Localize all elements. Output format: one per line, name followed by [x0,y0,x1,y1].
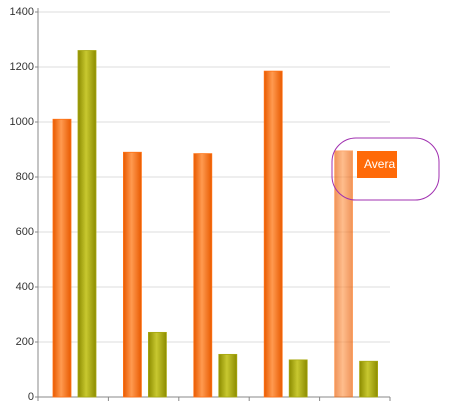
bar [147,331,167,398]
y-tick-label: 1400 [10,6,34,18]
highlight-outline [331,137,440,201]
y-tick-label: 800 [16,171,34,183]
y-tick-label: 0 [28,391,34,403]
y-tick-label: 400 [16,281,34,293]
bar [52,118,72,398]
bar [288,359,308,398]
bar [218,353,238,398]
tooltip-text: Avera [364,157,395,171]
bar [334,150,354,398]
y-tick-label: 200 [16,336,34,348]
bar [77,50,97,398]
bar [123,151,142,398]
y-tick-label: 1200 [10,61,34,73]
y-tick-label: 600 [16,226,34,238]
bar [193,153,213,398]
bar [359,360,379,398]
y-tick-label: 1000 [10,116,34,128]
tooltip-box [357,151,397,178]
bar [263,70,283,398]
